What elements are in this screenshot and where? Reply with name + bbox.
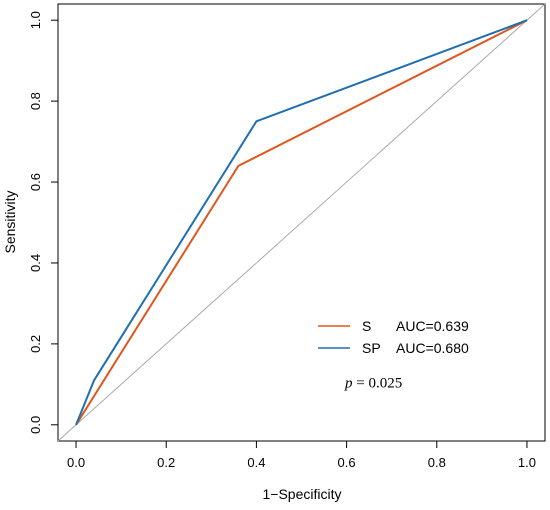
p-value-annotation: p = 0.025 xyxy=(344,375,402,391)
y-tick-label: 0.4 xyxy=(28,254,43,272)
legend-label-s: S xyxy=(362,318,371,334)
y-tick-label: 0.8 xyxy=(28,92,43,110)
y-tick-label: 0.0 xyxy=(28,416,43,434)
x-axis-label: 1−Specificity xyxy=(263,486,342,502)
y-tick-label: 1.0 xyxy=(28,11,43,29)
x-tick-label: 0.8 xyxy=(428,455,446,470)
legend-auc-s: AUC=0.639 xyxy=(396,318,469,334)
series-line-sp xyxy=(75,19,528,426)
series-layer xyxy=(75,19,528,426)
y-tick-label: 0.2 xyxy=(28,335,43,353)
y-axis: 0.0 0.2 0.4 0.6 0.8 1.0 xyxy=(28,11,59,434)
legend-auc-sp: AUC=0.680 xyxy=(396,340,469,356)
series-line-s xyxy=(75,19,528,426)
p-value-text: = 0.025 xyxy=(353,375,403,391)
y-tick-label: 0.6 xyxy=(28,173,43,191)
x-tick-label: 0.2 xyxy=(157,455,175,470)
y-axis-label: Sensitivity xyxy=(2,190,18,253)
reference-layer xyxy=(57,3,546,442)
legend: S AUC=0.639 SP AUC=0.680 xyxy=(318,318,469,356)
x-tick-label: 1.0 xyxy=(518,455,536,470)
p-value-symbol: p xyxy=(344,375,353,391)
x-tick-label: 0.4 xyxy=(247,455,265,470)
x-tick-label: 0.6 xyxy=(338,455,356,470)
x-axis: 0.0 0.2 0.4 0.6 0.8 1.0 xyxy=(67,440,536,470)
legend-label-sp: SP xyxy=(362,340,381,356)
x-tick-label: 0.0 xyxy=(67,455,85,470)
reference-diagonal-line xyxy=(57,3,546,442)
